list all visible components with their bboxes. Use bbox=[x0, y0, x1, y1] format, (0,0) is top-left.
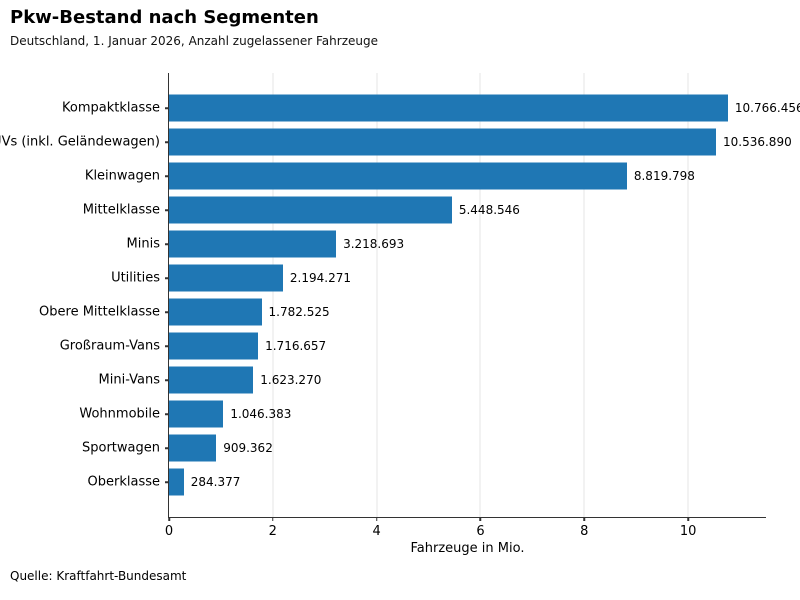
x-tick-mark bbox=[479, 517, 482, 521]
bar-row: Kleinwagen 8.819.798 bbox=[85, 159, 766, 193]
x-tick-mark bbox=[168, 517, 170, 521]
category-label: Kleinwagen bbox=[84, 168, 160, 184]
bar-value-label: 8.819.798 bbox=[633, 169, 695, 183]
x-tick-label: 0 bbox=[164, 524, 174, 539]
bar bbox=[169, 264, 283, 292]
bar-value-label: 1.716.657 bbox=[265, 339, 327, 353]
source-note: Quelle: Kraftfahrt-Bundesamt bbox=[10, 569, 187, 583]
category-label: Minis bbox=[126, 236, 160, 252]
y-tick-mark bbox=[165, 175, 169, 177]
category-label: Oberklasse bbox=[87, 474, 160, 490]
x-axis-label: Fahrzeuge in Mio. bbox=[410, 541, 525, 556]
bar-rows: Kompaktklasse 10.766.456 SUVs (inkl. Gelän… bbox=[0, 73, 800, 517]
bar bbox=[169, 434, 217, 462]
bar-row: Sportwagen 909.362 bbox=[82, 431, 766, 465]
bar-value-label: 10.766.456 bbox=[734, 101, 800, 115]
bar bbox=[169, 468, 184, 496]
y-tick-mark bbox=[165, 481, 169, 483]
bar bbox=[169, 162, 627, 190]
bar-row: Wohnmobile 1.046.383 bbox=[79, 397, 766, 431]
x-tick-label: 2 bbox=[268, 524, 277, 539]
x-tick-label: 6 bbox=[476, 524, 485, 539]
bar-row: Mini-Vans 1.623.270 bbox=[99, 363, 766, 397]
bar bbox=[169, 332, 259, 360]
chart-header: Pkw-Bestand nach Segmenten Deutschland, … bbox=[10, 6, 378, 49]
bar-row: Großraum-Vans 1.716.657 bbox=[60, 329, 766, 363]
bar bbox=[169, 94, 728, 122]
x-tick-mark bbox=[272, 517, 274, 521]
plot-area: Kompaktklasse 10.766.456 SUVs (inkl. Gelän… bbox=[0, 73, 800, 556]
y-tick-mark bbox=[165, 277, 169, 279]
y-tick-mark bbox=[165, 379, 169, 381]
x-tick-label: 10 bbox=[679, 524, 697, 539]
gridline bbox=[479, 73, 481, 517]
bar-value-label: 3.218.693 bbox=[343, 237, 405, 251]
bar-value-label: 284.377 bbox=[190, 475, 241, 489]
y-tick-mark bbox=[165, 345, 169, 347]
category-label: Großraum-Vans bbox=[59, 338, 160, 354]
y-tick-mark bbox=[165, 413, 169, 415]
bar bbox=[169, 128, 716, 156]
bar bbox=[169, 366, 254, 394]
bar bbox=[169, 298, 262, 326]
y-tick-mark bbox=[165, 141, 169, 143]
y-tick-mark bbox=[165, 447, 169, 449]
bar-row: Minis 3.218.693 bbox=[127, 227, 766, 261]
bar-value-label: 10.536.890 bbox=[723, 135, 792, 149]
bar-value-label: 1.046.383 bbox=[230, 407, 292, 421]
category-label: Sportwagen bbox=[82, 440, 160, 456]
category-label: Mini-Vans bbox=[98, 372, 160, 388]
gridline bbox=[687, 73, 689, 517]
y-tick-mark bbox=[165, 107, 169, 109]
bar-value-label: 2.194.271 bbox=[289, 271, 351, 285]
bar-value-label: 5.448.546 bbox=[458, 203, 520, 217]
x-tick-mark bbox=[583, 517, 586, 521]
gridline bbox=[376, 73, 378, 517]
bar-value-label: 1.623.270 bbox=[260, 373, 322, 387]
bar bbox=[169, 230, 337, 258]
bar-row: Utilities 2.194.271 bbox=[111, 261, 766, 295]
x-tick-label: 8 bbox=[580, 524, 589, 539]
bar-row: Mittelklasse 5.448.546 bbox=[83, 193, 766, 227]
y-tick-mark bbox=[165, 209, 169, 211]
category-label: Utilities bbox=[111, 270, 160, 286]
x-tick-mark bbox=[375, 517, 378, 521]
bar-row: Oberklasse 284.377 bbox=[88, 465, 766, 499]
category-label: SUVs (inkl. Geländewagen) bbox=[0, 134, 160, 150]
y-tick-mark bbox=[165, 311, 169, 313]
gridline bbox=[272, 73, 274, 517]
bar-row: SUVs (inkl. Geländewagen) 10.536.890 bbox=[0, 125, 792, 159]
category-label: Kompaktklasse bbox=[62, 100, 160, 116]
category-label: Wohnmobile bbox=[79, 406, 160, 422]
y-tick-mark bbox=[165, 243, 169, 245]
bar bbox=[169, 196, 452, 224]
x-tick-mark bbox=[687, 517, 689, 521]
bar-value-label: 1.782.525 bbox=[268, 305, 330, 319]
bar-value-label: 909.362 bbox=[223, 441, 273, 455]
chart-subtitle: Deutschland, 1. Januar 2026, Anzahl zuge… bbox=[10, 34, 378, 48]
x-tick-label: 4 bbox=[372, 524, 381, 539]
chart-title: Pkw-Bestand nach Segmenten bbox=[10, 7, 319, 28]
category-label: Obere Mittelklasse bbox=[39, 304, 160, 320]
category-label: Mittelklasse bbox=[82, 202, 160, 218]
bar-row: Obere Mittelklasse 1.782.525 bbox=[39, 295, 766, 329]
gridline bbox=[583, 73, 585, 517]
bar bbox=[169, 400, 224, 428]
bar-row: Kompaktklasse 10.766.456 bbox=[62, 91, 800, 125]
